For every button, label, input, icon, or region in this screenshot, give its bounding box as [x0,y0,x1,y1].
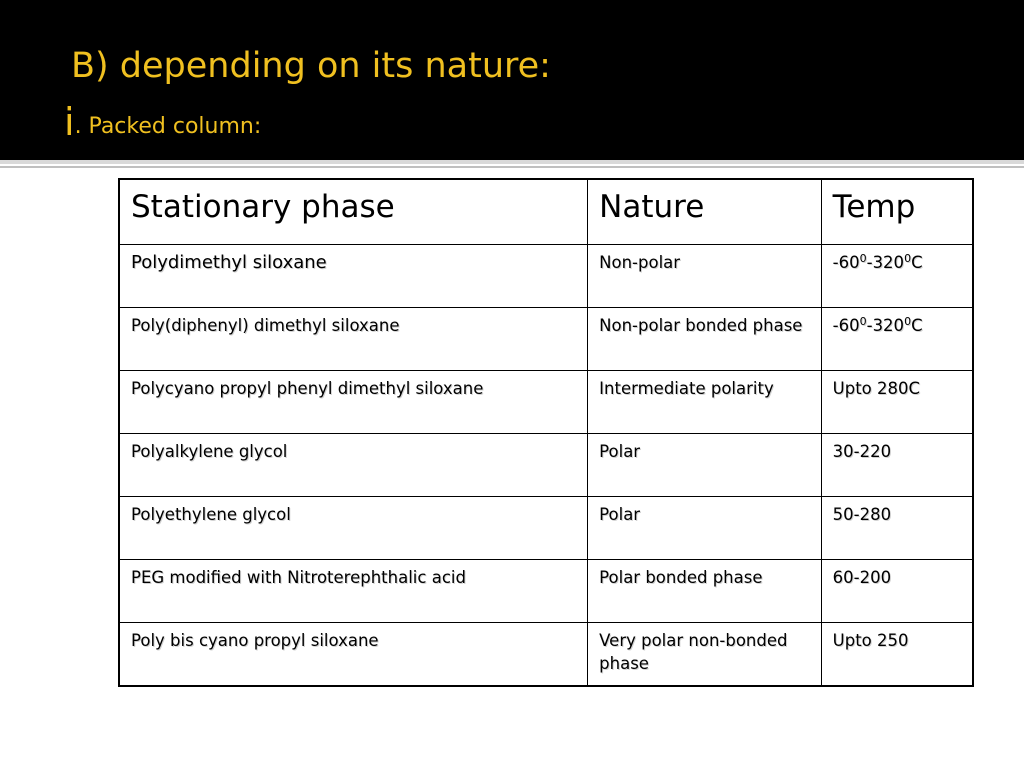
cell-temp: 50-280 [820,496,974,560]
header-divider [0,160,1024,164]
cell-nature: Polar [587,433,822,497]
column-header-nature: Nature [587,178,822,245]
cell-nature: Polar [587,496,822,560]
table-row: Polyethylene glycol Polar 50-280 [118,496,974,560]
table-row: PEG modified with Nitroterephthalic acid… [118,559,974,623]
cell-phase: Polydimethyl siloxane [118,244,589,308]
table-row: Polycyano propyl phenyl dimethyl siloxan… [118,370,974,434]
cell-phase: Poly(diphenyl) dimethyl siloxane [118,307,589,371]
cell-temp: Upto 280C [820,370,974,434]
cell-nature: Polar bonded phase [587,559,822,623]
table-row: Poly bis cyano propyl siloxane Very pola… [118,622,974,687]
slide-title: B) depending on its nature: [71,46,551,86]
column-header-stationary-phase: Stationary phase [118,178,589,245]
cell-phase: Polycyano propyl phenyl dimethyl siloxan… [118,370,589,434]
subtitle-text: . Packed column: [74,114,262,139]
table-row: Polydimethyl siloxane Non-polar -600-320… [118,244,974,308]
table-header-row: Stationary phase Nature Temp [118,178,974,245]
cell-phase: Poly bis cyano propyl siloxane [118,622,589,687]
cell-temp: -600-3200C [820,307,974,371]
cell-phase: Polyethylene glycol [118,496,589,560]
slide-header [0,0,1024,160]
cell-temp: 60-200 [820,559,974,623]
cell-nature: Very polar non-bonded phase [587,622,822,687]
cell-temp: -600-3200C [820,244,974,308]
cell-nature: Intermediate polarity [587,370,822,434]
cell-temp: Upto 250 [820,622,974,687]
cell-temp: 30-220 [820,433,974,497]
table-row: Poly(diphenyl) dimethyl siloxane Non-pol… [118,307,974,371]
stationary-phase-table: Stationary phase Nature Temp Polydimethy… [118,178,974,687]
column-header-temp: Temp [820,178,974,245]
subtitle-numeral: i [64,100,75,144]
cell-nature: Non-polar [587,244,822,308]
cell-nature: Non-polar bonded phase [587,307,822,371]
cell-phase: PEG modified with Nitroterephthalic acid [118,559,589,623]
slide-subtitle: i. Packed column: [64,102,261,147]
header-divider-thin [0,166,1024,168]
cell-phase: Polyalkylene glycol [118,433,589,497]
table-row: Polyalkylene glycol Polar 30-220 [118,433,974,497]
